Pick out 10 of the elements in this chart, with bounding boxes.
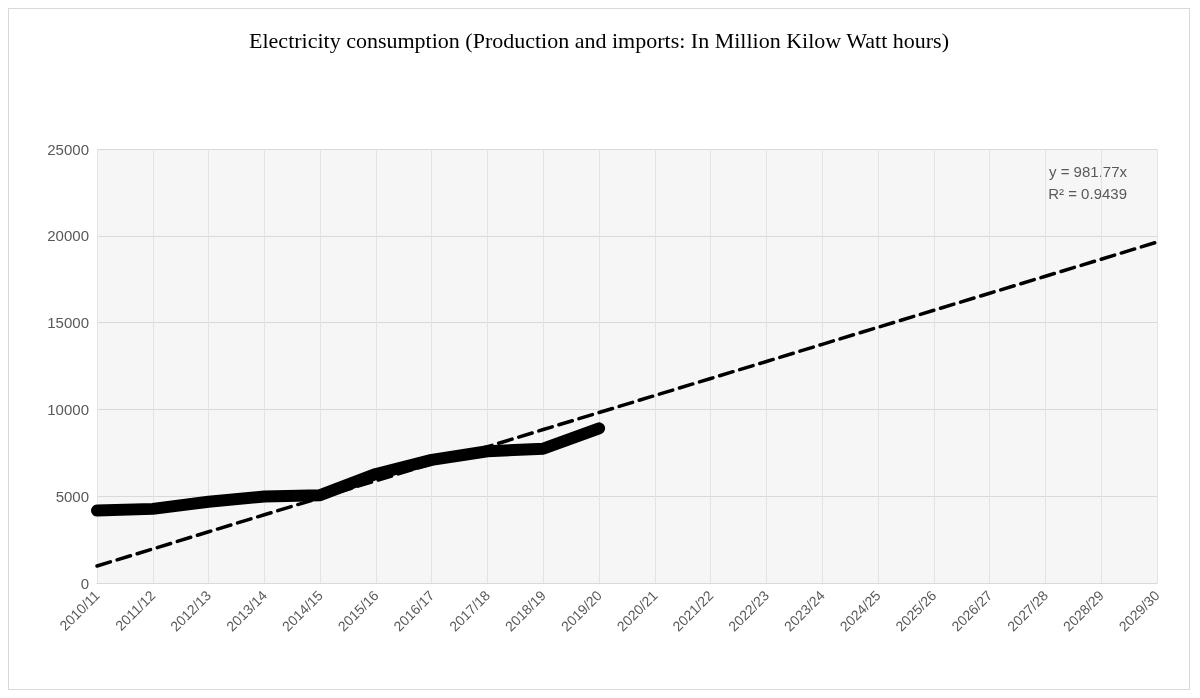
annotation: R² = 0.9439 [1048, 185, 1128, 202]
y-tick-label: 20000 [47, 227, 89, 245]
y-tick-label: 25000 [47, 140, 89, 158]
y-tick-label: 0 [80, 574, 89, 592]
annotation: y = 981.77x [1049, 163, 1128, 180]
y-tick-label: 10000 [47, 400, 89, 418]
chart-title: Electricity consumption (Production and imports: In Million Kilow Watt hours) [249, 27, 949, 53]
line-series [95, 240, 1159, 568]
y-tick-label: 15000 [47, 314, 89, 332]
y-tick-label: 5000 [55, 487, 89, 505]
